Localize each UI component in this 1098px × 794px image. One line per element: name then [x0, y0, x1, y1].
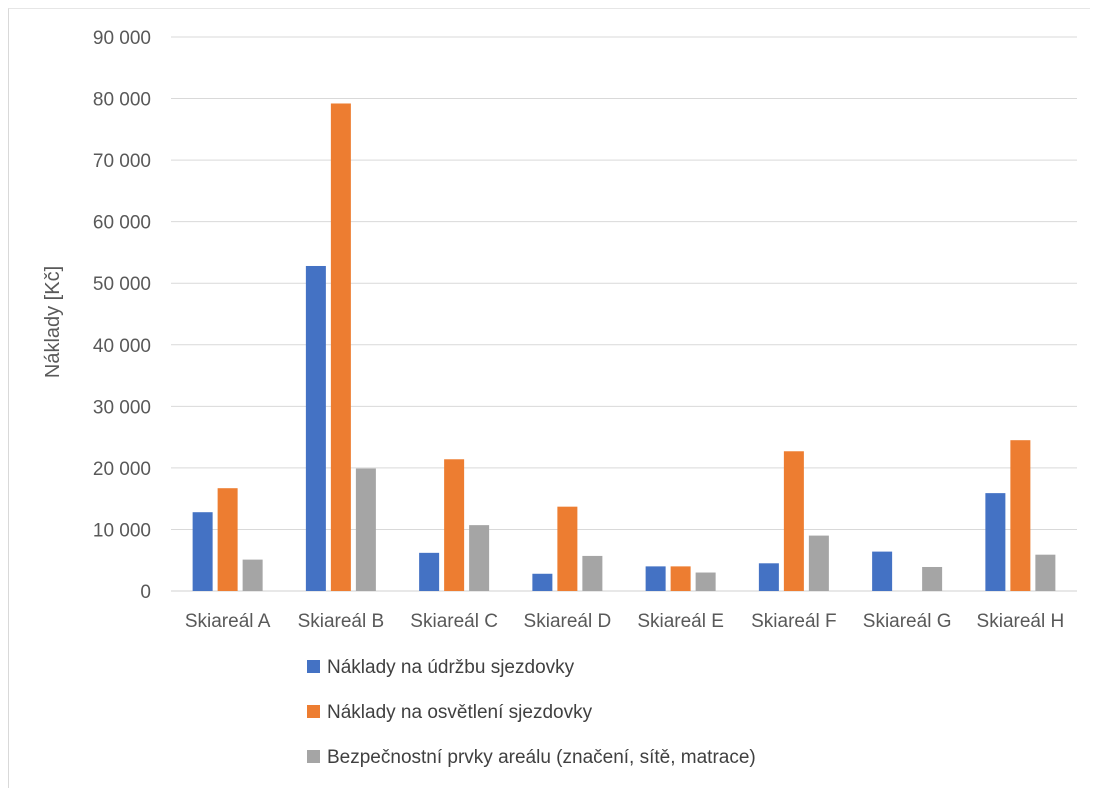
- y-axis-title: Náklady [Kč]: [42, 266, 64, 378]
- bar: [217, 488, 238, 591]
- y-tick-label: 20 000: [93, 459, 151, 480]
- bar: [1035, 554, 1056, 591]
- y-tick-label: 0: [140, 582, 151, 603]
- bar: [532, 573, 553, 591]
- y-axis-tick-labels: 0 10 000 20 000 30 000 40 000 50 000 60 000 70 …: [93, 28, 151, 603]
- legend-swatch: [307, 750, 320, 763]
- bar: [557, 506, 578, 591]
- x-axis-tick-labels: Skiareál A Skiareál B Skiareál C Skiareál D…: [185, 611, 1064, 632]
- y-tick-label: 80 000: [93, 90, 151, 111]
- y-tick-label: 40 000: [93, 336, 151, 357]
- x-tick-label: Skiareál H: [977, 611, 1065, 632]
- bar: [330, 103, 351, 591]
- legend-label: Bezpečnostní prvky areálu (značení, sítě…: [327, 747, 756, 768]
- bar: [645, 566, 666, 591]
- y-tick-label: 30 000: [93, 397, 151, 418]
- legend-label: Náklady na osvětlení sjezdovky: [327, 702, 593, 723]
- y-tick-label: 50 000: [93, 274, 151, 295]
- bar: [355, 468, 376, 591]
- legend-swatch: [307, 660, 320, 673]
- bar: [305, 265, 326, 591]
- x-tick-label: Skiareál B: [298, 611, 385, 632]
- bar: [922, 566, 943, 591]
- bar: [192, 512, 213, 591]
- bar: [242, 559, 263, 591]
- bar: [469, 525, 490, 591]
- y-tick-label: 90 000: [93, 28, 151, 49]
- x-tick-label: Skiareál C: [410, 611, 498, 632]
- chart-area: 0 10 000 20 000 30 000 40 000 50 000 60 000 70 …: [8, 8, 1090, 788]
- bar: [808, 535, 829, 591]
- bar: [582, 555, 603, 591]
- bar: [1010, 440, 1031, 591]
- y-tick-label: 60 000: [93, 213, 151, 234]
- legend: Náklady na údržbu sjezdovky Náklady na os…: [307, 657, 756, 768]
- bars: [192, 103, 1056, 591]
- x-tick-label: Skiareál E: [637, 611, 724, 632]
- x-tick-label: Skiareál F: [751, 611, 837, 632]
- legend-swatch: [307, 705, 320, 718]
- x-tick-label: Skiareál G: [863, 611, 952, 632]
- x-tick-label: Skiareál D: [524, 611, 612, 632]
- bar: [758, 563, 779, 591]
- legend-label: Náklady na údržbu sjezdovky: [327, 657, 575, 678]
- bar: [695, 572, 716, 591]
- bar: [783, 451, 804, 591]
- bar: [419, 552, 440, 591]
- y-tick-label: 70 000: [93, 151, 151, 172]
- bar-chart: 0 10 000 20 000 30 000 40 000 50 000 60 000 70 …: [42, 28, 1077, 768]
- x-tick-label: Skiareál A: [185, 611, 271, 632]
- bar: [670, 566, 691, 591]
- bar: [872, 551, 893, 591]
- bar: [444, 459, 465, 591]
- bar: [985, 493, 1006, 591]
- y-tick-label: 10 000: [93, 520, 151, 541]
